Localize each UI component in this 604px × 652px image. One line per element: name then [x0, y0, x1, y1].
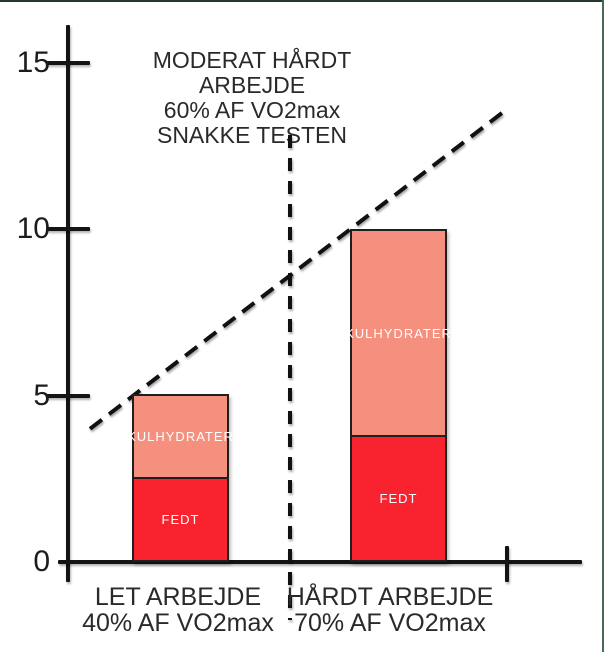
y-axis — [66, 25, 70, 582]
category-line-2: 70% AF VO2max — [294, 609, 486, 637]
annotation-line-1: MODERAT HÅRDT ARBEJDE — [152, 47, 352, 98]
y-tick-mark-5 — [46, 393, 90, 398]
y-tick-label-15: 15 — [16, 45, 50, 79]
bar-segment-fedt: FEDT — [350, 437, 447, 562]
category-label-haardt-arbejde: HÅRDT ARBEJDE 70% AF VO2max — [280, 584, 500, 636]
bar-segment-kulhydrater: KULHYDRATER — [127, 393, 233, 479]
annotation-line-3: SNAKKE TESTEN — [156, 122, 348, 148]
chart-annotation: MODERAT HÅRDT ARBEJDE 60% AF VO2max SNAK… — [102, 48, 402, 148]
category-line-2: 40% AF VO2max — [82, 609, 274, 637]
frame-right-border — [602, 0, 604, 652]
bar-segment-fedt: FEDT — [132, 478, 229, 562]
y-tick-mark-10 — [46, 227, 90, 231]
segment-label-fedt: FEDT — [379, 491, 418, 507]
segment-label-kulhydrater: KULHYDRATER — [345, 325, 452, 341]
bar-haardt-arbejde: KULHYDRATER FEDT — [345, 229, 451, 562]
y-tick-label-0: 0 — [33, 545, 50, 578]
y-tick-label-5: 5 — [33, 378, 50, 412]
y-tick-label-10: 10 — [16, 212, 50, 245]
bar-segment-kulhydrater: KULHYDRATER — [345, 229, 451, 438]
category-line-1: LET ARBEJDE — [94, 583, 262, 611]
frame-top-border — [0, 0, 604, 2]
segment-label-kulhydrater: KULHYDRATER — [127, 428, 234, 444]
y-tick-mark-15 — [46, 60, 90, 65]
segment-label-fedt: FEDT — [161, 511, 200, 527]
category-line-1: HÅRDT ARBEJDE — [286, 583, 494, 611]
x-axis-extra-tick — [505, 546, 509, 582]
category-label-let-arbejde: LET ARBEJDE 40% AF VO2max — [68, 584, 288, 636]
bar-let-arbejde: KULHYDRATER FEDT — [127, 393, 233, 562]
x-axis — [58, 560, 582, 564]
annotation-line-2: 60% AF VO2max — [163, 97, 341, 123]
